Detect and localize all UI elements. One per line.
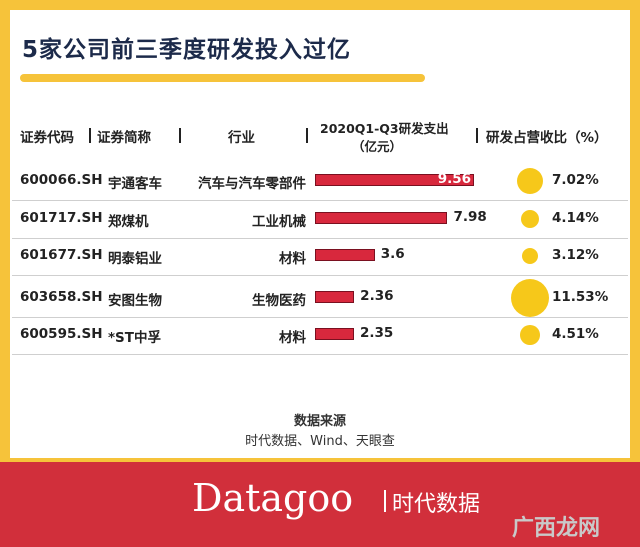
source-text: 时代数据、Wind、天眼查 — [245, 434, 395, 449]
cell-industry: 汽车与汽车零部件 — [198, 176, 306, 192]
rd-ratio-value: 11.53% — [552, 289, 609, 305]
cell-name: *ST中孚 — [108, 330, 161, 346]
rd-ratio-bubble — [520, 209, 540, 229]
table-row: 601677.SH 明泰铝业 材料 3.6 3.12% — [0, 237, 640, 275]
header-name: 证券简称 — [97, 130, 151, 146]
source-title: 数据来源 — [293, 414, 346, 429]
table-card — [10, 10, 630, 458]
rd-ratio-bubble — [521, 247, 539, 265]
header-rd-spend: 2020Q1-Q3研发支出 — [320, 121, 449, 136]
header-separator — [179, 128, 181, 143]
rd-ratio-value: 7.02% — [552, 172, 599, 188]
rd-ratio-value: 4.51% — [552, 326, 599, 342]
cell-name: 郑煤机 — [108, 214, 149, 230]
cell-code: 600066.SH — [20, 172, 103, 188]
row-divider — [12, 200, 628, 201]
header-industry: 行业 — [228, 130, 255, 146]
rd-ratio-bubble — [520, 325, 540, 345]
cell-code: 601717.SH — [20, 210, 103, 226]
title-underline — [20, 74, 425, 82]
cell-code: 600595.SH — [20, 326, 103, 342]
cell-industry: 材料 — [279, 251, 306, 267]
brand-cn: 时代数据 — [392, 492, 481, 517]
brand-separator — [384, 490, 386, 512]
watermark: 广西龙网 — [512, 516, 601, 541]
row-divider — [12, 275, 628, 276]
rd-ratio-bubble — [516, 167, 544, 195]
table-row: 600066.SH 宇通客车 汽车与汽车零部件 9.56 7.02% — [0, 162, 640, 200]
rd-spend-value: 9.56 — [437, 171, 471, 187]
header-separator — [89, 128, 91, 143]
table-row: 601717.SH 郑煤机 工业机械 7.98 4.14% — [0, 200, 640, 238]
rd-spend-value: 2.36 — [360, 288, 394, 304]
cell-name: 明泰铝业 — [108, 251, 162, 267]
cell-code: 603658.SH — [20, 289, 103, 305]
rd-spend-bar — [315, 174, 474, 186]
table-row: 600595.SH *ST中孚 材料 2.35 4.51% — [0, 316, 640, 354]
header-rd-ratio: 研发占营收比（%） — [486, 130, 608, 146]
cell-code: 601677.SH — [20, 247, 103, 263]
cell-industry: 工业机械 — [252, 214, 306, 230]
cell-industry: 生物医药 — [252, 293, 306, 309]
cell-name: 安图生物 — [108, 293, 162, 309]
rd-spend-bar — [315, 212, 448, 224]
header-rd-spend-unit: （亿元） — [352, 139, 403, 154]
cell-industry: 材料 — [279, 330, 306, 346]
rd-spend-value: 2.35 — [360, 325, 394, 341]
header-separator — [306, 128, 308, 143]
cell-name: 宇通客车 — [108, 176, 162, 192]
chart-title: 5家公司前三季度研发投入过亿 — [22, 37, 352, 63]
brand-logo: Datagoo — [192, 476, 354, 520]
row-divider — [12, 238, 628, 239]
rd-spend-value: 7.98 — [453, 209, 487, 225]
rd-ratio-value: 3.12% — [552, 247, 599, 263]
rd-ratio-value: 4.14% — [552, 210, 599, 226]
header-code: 证券代码 — [20, 130, 74, 146]
row-divider — [12, 317, 628, 318]
rd-spend-value: 3.6 — [380, 246, 405, 262]
rd-spend-bar — [315, 328, 354, 340]
table-row: 603658.SH 安图生物 生物医药 2.36 11.53% — [0, 279, 640, 317]
footer-banner — [0, 462, 640, 547]
rd-ratio-bubble — [511, 279, 549, 317]
rd-spend-bar — [315, 249, 375, 261]
row-divider — [12, 354, 628, 355]
header-separator — [476, 128, 478, 143]
rd-spend-bar — [315, 291, 355, 303]
